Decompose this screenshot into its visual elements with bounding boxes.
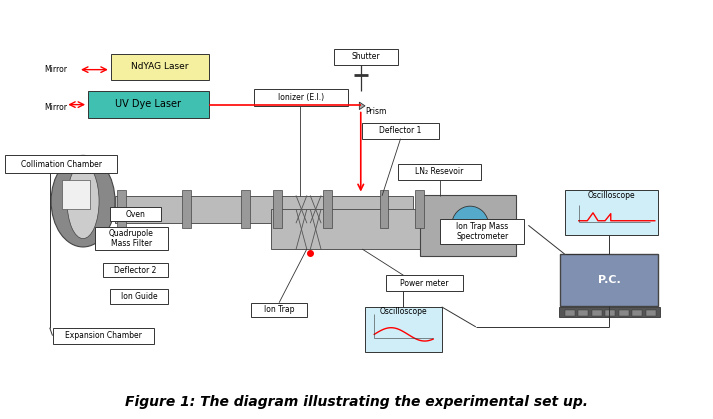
Text: Ion Trap Mass
Spectrometer: Ion Trap Mass Spectrometer	[456, 222, 508, 241]
FancyBboxPatch shape	[5, 155, 117, 173]
Text: UV Dye Laser: UV Dye Laser	[116, 99, 181, 109]
Text: Mirror: Mirror	[44, 65, 67, 74]
Text: Oscilloscope: Oscilloscope	[379, 307, 427, 316]
FancyBboxPatch shape	[252, 303, 307, 317]
FancyBboxPatch shape	[115, 196, 414, 223]
FancyBboxPatch shape	[605, 310, 615, 316]
FancyBboxPatch shape	[386, 275, 463, 291]
FancyBboxPatch shape	[619, 310, 629, 316]
Text: Figure 1: The diagram illustrating the experimental set up.: Figure 1: The diagram illustrating the e…	[125, 395, 588, 409]
FancyBboxPatch shape	[103, 263, 168, 277]
Text: Quadrupole
Mass Filter: Quadrupole Mass Filter	[109, 229, 154, 248]
Polygon shape	[359, 102, 365, 110]
FancyBboxPatch shape	[645, 310, 655, 316]
FancyBboxPatch shape	[362, 123, 439, 139]
FancyBboxPatch shape	[53, 328, 154, 344]
FancyBboxPatch shape	[110, 290, 168, 304]
FancyBboxPatch shape	[273, 190, 282, 228]
FancyBboxPatch shape	[62, 180, 90, 210]
Text: Oven: Oven	[125, 210, 145, 219]
FancyBboxPatch shape	[632, 310, 642, 316]
Text: Deflector 2: Deflector 2	[114, 266, 157, 275]
Ellipse shape	[51, 155, 115, 247]
FancyBboxPatch shape	[271, 210, 424, 249]
FancyBboxPatch shape	[88, 91, 209, 118]
FancyBboxPatch shape	[416, 190, 424, 228]
Text: Ion Guide: Ion Guide	[121, 292, 158, 301]
FancyBboxPatch shape	[323, 190, 332, 228]
FancyBboxPatch shape	[110, 207, 161, 221]
FancyBboxPatch shape	[565, 310, 575, 316]
Text: Oscilloscope: Oscilloscope	[588, 191, 635, 200]
Text: Mirror: Mirror	[44, 103, 67, 112]
Text: Shutter: Shutter	[352, 52, 380, 62]
Ellipse shape	[451, 206, 488, 244]
FancyBboxPatch shape	[380, 190, 389, 228]
FancyBboxPatch shape	[421, 194, 516, 256]
Text: Expansion Chamber: Expansion Chamber	[65, 331, 142, 340]
FancyBboxPatch shape	[95, 227, 168, 250]
FancyBboxPatch shape	[441, 220, 524, 243]
FancyBboxPatch shape	[242, 190, 250, 228]
Text: LN₂ Resevoir: LN₂ Resevoir	[416, 167, 463, 176]
Text: Prism: Prism	[366, 107, 387, 116]
FancyBboxPatch shape	[560, 254, 658, 306]
Text: Deflector 1: Deflector 1	[379, 127, 421, 135]
Text: P.C.: P.C.	[598, 275, 621, 285]
FancyBboxPatch shape	[578, 310, 588, 316]
FancyBboxPatch shape	[111, 54, 209, 80]
Text: NdYAG Laser: NdYAG Laser	[131, 62, 188, 71]
Ellipse shape	[67, 164, 99, 239]
FancyBboxPatch shape	[183, 190, 191, 228]
Text: Collimation Chamber: Collimation Chamber	[21, 160, 101, 168]
FancyBboxPatch shape	[592, 310, 602, 316]
Text: Ion Trap: Ion Trap	[264, 305, 294, 314]
FancyBboxPatch shape	[254, 89, 348, 106]
Text: Power meter: Power meter	[401, 279, 449, 288]
FancyBboxPatch shape	[559, 307, 660, 317]
FancyBboxPatch shape	[117, 190, 125, 228]
FancyBboxPatch shape	[398, 164, 481, 179]
FancyBboxPatch shape	[334, 49, 398, 65]
Text: Ionizer (E.I.): Ionizer (E.I.)	[277, 93, 324, 102]
FancyBboxPatch shape	[565, 190, 658, 235]
FancyBboxPatch shape	[365, 307, 442, 352]
